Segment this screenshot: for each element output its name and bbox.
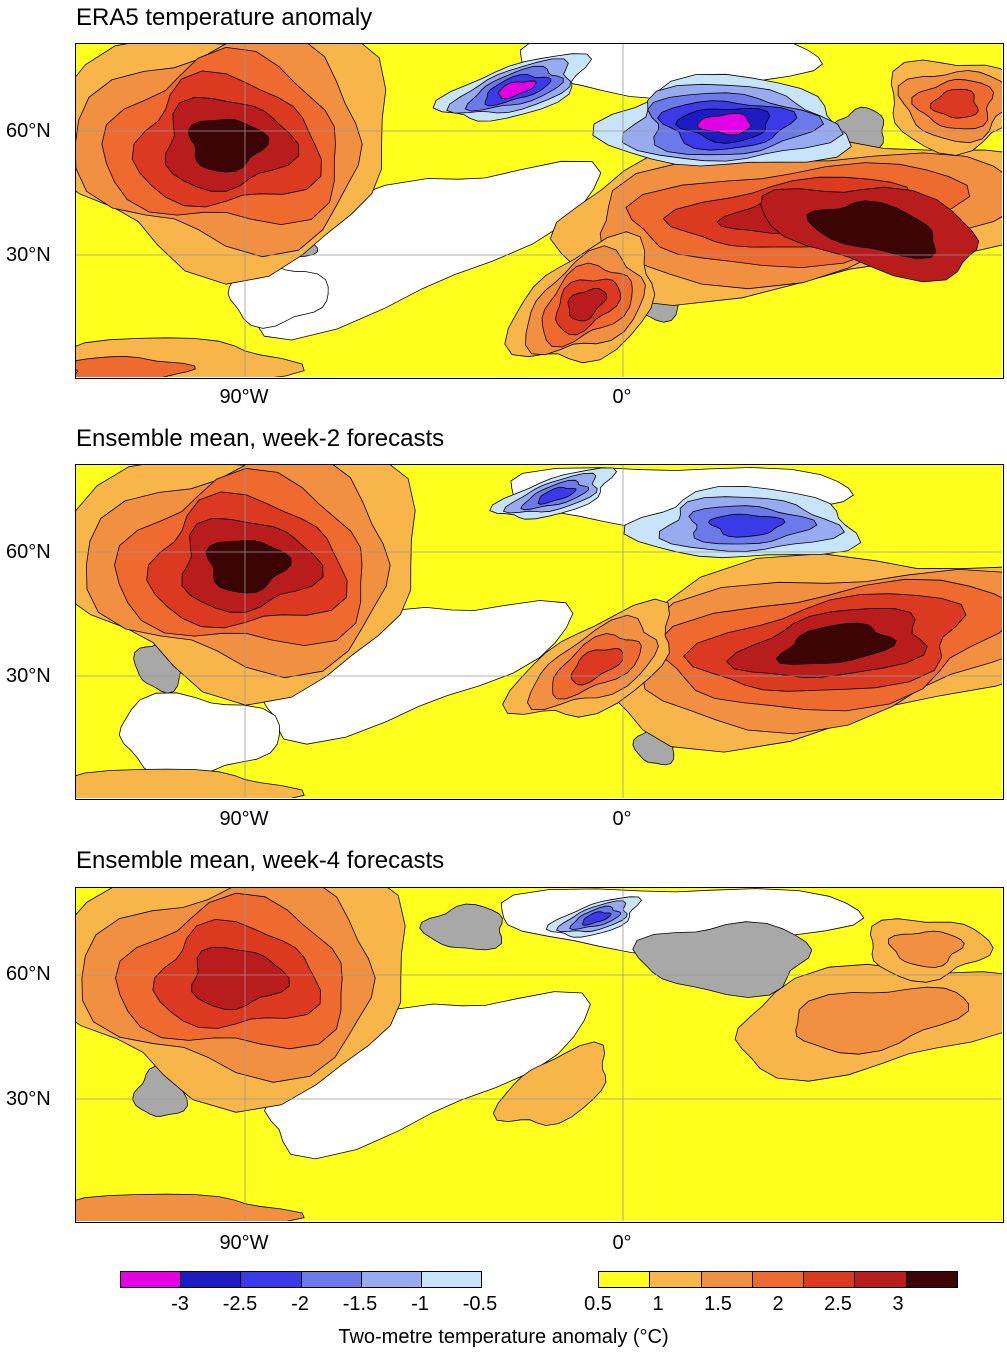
- near-zero-region: [419, 903, 503, 951]
- warm-anomaly: [806, 200, 937, 260]
- lon-label-0: 0°: [612, 1232, 632, 1254]
- panel-title-era5: ERA5 temperature anomaly: [76, 4, 373, 31]
- warm-anomaly: [76, 356, 196, 377]
- anomaly-map-era5: [75, 43, 1004, 379]
- cold-anomaly: [707, 513, 786, 538]
- lat-label-30n: 30°N: [6, 665, 51, 687]
- map-canvas: [76, 465, 1002, 798]
- anomaly-map-week2: [75, 464, 1004, 800]
- warm-anomaly: [205, 540, 292, 594]
- colorbar-tick-positive: 2: [772, 1293, 784, 1315]
- lat-label-30n: 30°N: [6, 1088, 51, 1110]
- colorbar-tick-positive: 1.5: [704, 1293, 732, 1315]
- cold-anomaly: [582, 911, 612, 926]
- warm-anomaly: [775, 622, 897, 665]
- warm-anomaly: [929, 88, 979, 119]
- warm-anomaly: [567, 287, 608, 322]
- colorbar-tick-negative: -2: [291, 1293, 309, 1315]
- negative-colorbar-swatch: [181, 1272, 242, 1287]
- negative-colorbar-swatch: [241, 1272, 302, 1287]
- colorbar-tick-negative: -2.5: [222, 1293, 258, 1315]
- warm-anomaly: [76, 1193, 305, 1221]
- panel-title-week4: Ensemble mean, week-4 forecasts: [76, 847, 445, 874]
- warm-anomaly: [492, 1041, 607, 1126]
- map-canvas: [76, 888, 1002, 1221]
- positive-colorbar-swatch: [804, 1272, 856, 1287]
- lat-label-60n: 60°N: [6, 963, 51, 985]
- map-canvas: [76, 44, 1002, 377]
- negative-colorbar-swatch: [301, 1272, 362, 1287]
- colorbar-tick-positive: 1: [652, 1293, 664, 1315]
- positive-colorbar-swatch: [906, 1272, 957, 1287]
- colorbar-tick-negative: -1: [411, 1293, 429, 1315]
- anomaly-map-week4: [75, 887, 1004, 1223]
- cold-anomaly: [497, 80, 537, 100]
- lon-label-90w: 90°W: [219, 808, 269, 830]
- colorbar-negative: [120, 1271, 482, 1288]
- negative-colorbar-swatch: [421, 1272, 482, 1287]
- colorbar-tick-negative: -3: [171, 1293, 189, 1315]
- cold-anomaly: [696, 112, 752, 136]
- positive-colorbar-swatch: [650, 1272, 702, 1287]
- lon-label-90w: 90°W: [219, 1232, 269, 1254]
- neutral-region: [118, 692, 280, 782]
- positive-colorbar-swatch: [599, 1272, 651, 1287]
- lat-label-60n: 60°N: [6, 120, 51, 142]
- colorbar-tick-negative: -1.5: [342, 1293, 378, 1315]
- lon-label-0: 0°: [612, 386, 632, 408]
- positive-colorbar-swatch: [752, 1272, 805, 1287]
- colorbar-label: Two-metre temperature anomaly (°C): [338, 1326, 669, 1348]
- lon-label-90w: 90°W: [219, 386, 269, 408]
- negative-colorbar-swatch: [361, 1272, 422, 1287]
- colorbar-positive: [598, 1271, 958, 1288]
- warm-anomaly: [795, 986, 970, 1055]
- near-zero-region: [632, 921, 813, 998]
- lat-label-30n: 30°N: [6, 244, 51, 266]
- colorbar-tick-positive: 3: [892, 1293, 904, 1315]
- warm-anomaly: [888, 930, 965, 968]
- cold-anomaly: [537, 486, 577, 505]
- warm-anomaly: [187, 119, 269, 173]
- positive-colorbar-swatch: [701, 1272, 753, 1287]
- colorbar-tick-positive: 2.5: [824, 1293, 852, 1315]
- panel-title-week2: Ensemble mean, week-2 forecasts: [76, 425, 445, 452]
- lat-label-60n: 60°N: [6, 541, 51, 563]
- warm-anomaly: [76, 768, 305, 798]
- colorbar-tick-positive: 0.5: [584, 1293, 612, 1315]
- colorbar-tick-negative: -0.5: [462, 1293, 498, 1315]
- warm-anomaly: [191, 946, 290, 1010]
- lon-label-0: 0°: [612, 808, 632, 830]
- positive-colorbar-swatch: [855, 1272, 907, 1287]
- negative-colorbar-swatch: [121, 1272, 182, 1287]
